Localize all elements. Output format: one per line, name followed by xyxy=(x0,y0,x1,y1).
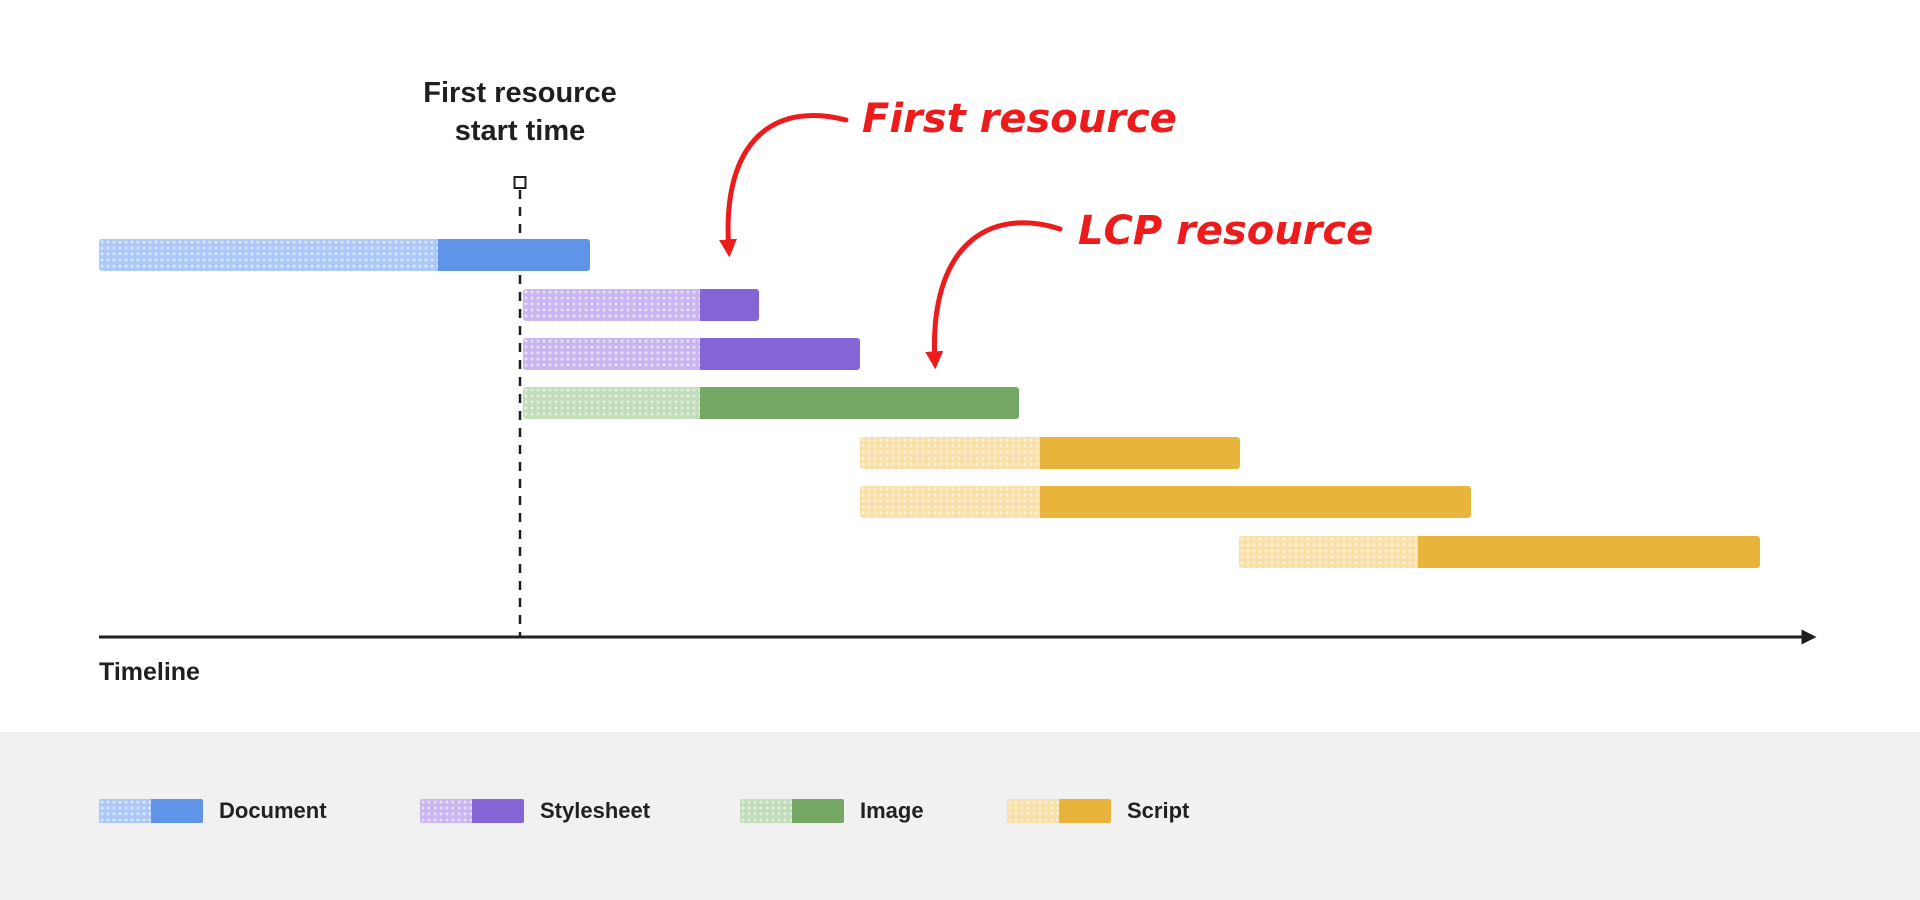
legend-item-script: Script xyxy=(1007,798,1189,824)
resource-bar-image xyxy=(523,387,1019,419)
stylesheet-light-segment xyxy=(523,289,700,321)
image-dark-swatch xyxy=(792,799,844,823)
document-light-swatch xyxy=(99,799,151,823)
document-light-segment xyxy=(99,239,438,271)
script-dark-swatch xyxy=(1059,799,1111,823)
document-swatch xyxy=(99,799,203,823)
heading-line-2: start time xyxy=(454,115,586,147)
legend-label-document: Document xyxy=(219,798,327,823)
resource-bar-stylesheet xyxy=(523,338,860,370)
stylesheet-light-segment xyxy=(523,338,700,370)
legend-item-document: Document xyxy=(99,798,327,824)
script-light-segment xyxy=(860,437,1040,469)
stylesheet-swatch xyxy=(420,799,524,823)
script-dark-segment xyxy=(1040,486,1471,518)
script-swatch xyxy=(1007,799,1111,823)
lcp-resource-annotation: LCP resource xyxy=(1078,208,1374,254)
image-light-segment xyxy=(523,387,700,419)
image-light-swatch xyxy=(740,799,792,823)
first-resource-annotation: First resource xyxy=(862,96,1177,142)
timeline-label: Timeline xyxy=(99,658,200,686)
resource-bar-stylesheet xyxy=(523,289,759,321)
legend-item-image: Image xyxy=(740,798,924,824)
resource-bar-script xyxy=(860,437,1240,469)
image-dark-segment xyxy=(700,387,1019,419)
stylesheet-dark-segment xyxy=(700,289,759,321)
image-swatch xyxy=(740,799,844,823)
script-dark-segment xyxy=(1418,536,1760,568)
script-dark-segment xyxy=(1040,437,1240,469)
heading-line-1: First resource xyxy=(423,77,617,109)
legend-label-image: Image xyxy=(860,798,924,823)
document-dark-segment xyxy=(438,239,590,271)
first-resource-start-time-heading: First resource start time xyxy=(320,74,720,150)
legend-label-script: Script xyxy=(1127,798,1190,823)
document-dark-swatch xyxy=(151,799,203,823)
script-light-swatch xyxy=(1007,799,1059,823)
resource-bar-script xyxy=(860,486,1471,518)
script-light-segment xyxy=(1239,536,1418,568)
script-light-segment xyxy=(860,486,1040,518)
stylesheet-dark-segment xyxy=(700,338,860,370)
resource-bar-script xyxy=(1239,536,1760,568)
stylesheet-light-swatch xyxy=(420,799,472,823)
legend: Document Stylesheet Image Script xyxy=(0,732,1920,900)
resource-bar-document xyxy=(99,239,590,271)
stylesheet-dark-swatch xyxy=(472,799,524,823)
legend-item-stylesheet: Stylesheet xyxy=(420,798,650,824)
legend-label-stylesheet: Stylesheet xyxy=(540,798,651,823)
